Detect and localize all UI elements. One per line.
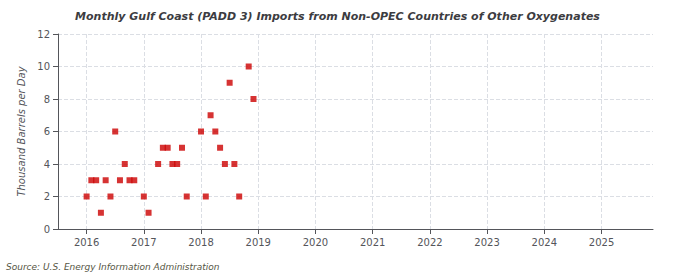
svg-text:Source: U.S. Energy Informatio: Source: U.S. Energy Information Administ… [6, 262, 220, 272]
svg-text:4: 4 [44, 159, 50, 170]
svg-text:2018: 2018 [188, 237, 213, 248]
svg-text:2016: 2016 [74, 237, 99, 248]
svg-text:2019: 2019 [246, 237, 271, 248]
svg-text:Monthly Gulf Coast (PADD 3) Im: Monthly Gulf Coast (PADD 3) Imports from… [75, 10, 600, 23]
svg-text:12: 12 [37, 29, 50, 40]
svg-text:2025: 2025 [589, 237, 614, 248]
svg-text:2024: 2024 [532, 237, 557, 248]
svg-text:0: 0 [44, 224, 50, 235]
svg-text:2022: 2022 [417, 237, 442, 248]
svg-text:2020: 2020 [303, 237, 328, 248]
svg-text:2: 2 [44, 191, 50, 202]
svg-text:10: 10 [37, 61, 50, 72]
svg-text:2017: 2017 [131, 237, 156, 248]
svg-text:8: 8 [44, 94, 50, 105]
svg-text:6: 6 [44, 126, 50, 137]
svg-text:2023: 2023 [474, 237, 499, 248]
svg-text:Thousand Barrels per Day: Thousand Barrels per Day [16, 65, 27, 196]
svg-text:2021: 2021 [360, 237, 385, 248]
